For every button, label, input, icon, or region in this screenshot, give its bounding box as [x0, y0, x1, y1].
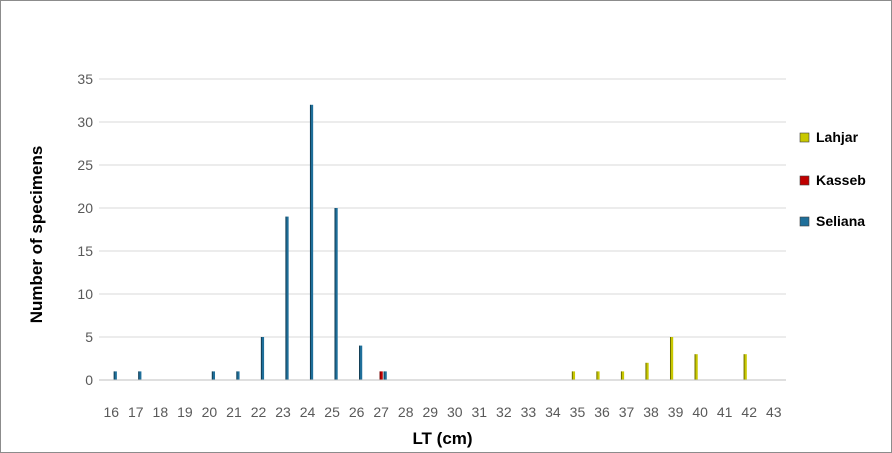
y-tick-label: 20 — [77, 200, 93, 216]
x-tick-label: 20 — [202, 404, 218, 420]
x-tick-label: 36 — [594, 404, 610, 420]
y-axis-ticks: 0 5 10 15 20 25 30 35 — [77, 71, 93, 388]
x-tick-label: 17 — [128, 404, 144, 420]
bar-lahjar — [645, 362, 649, 380]
legend: Lahjar Kasseb Seliana — [799, 129, 866, 229]
x-tick-label: 18 — [153, 404, 169, 420]
x-tick-label: 27 — [373, 404, 389, 420]
x-tick-label: 21 — [226, 404, 242, 420]
bar-seliana — [359, 345, 363, 380]
x-tick-label: 19 — [177, 404, 193, 420]
bar-seliana — [285, 216, 289, 380]
bar-seliana — [383, 371, 387, 380]
bar-kasseb — [379, 371, 383, 380]
x-tick-label: 35 — [570, 404, 586, 420]
x-tick-label: 39 — [668, 404, 684, 420]
x-tick-label: 28 — [398, 404, 414, 420]
legend-item-lahjar: Lahjar — [799, 129, 859, 145]
gridlines — [99, 78, 786, 338]
bar-lahjar — [596, 371, 600, 380]
legend-item-kasseb: Kasseb — [799, 172, 866, 188]
x-tick-label: 25 — [324, 404, 340, 420]
bar-seliana — [211, 371, 216, 380]
x-tick-label: 38 — [643, 404, 659, 420]
bar-lahjar — [620, 371, 625, 380]
legend-swatch — [799, 175, 810, 186]
bar-lahjar — [571, 371, 576, 380]
bar-seliana — [334, 208, 338, 380]
bar-seliana — [260, 337, 265, 380]
bar-lahjar — [694, 354, 698, 380]
x-tick-label: 43 — [766, 404, 782, 420]
x-tick-label: 40 — [692, 404, 708, 420]
y-tick-label: 10 — [77, 286, 93, 302]
x-tick-label: 30 — [447, 404, 463, 420]
bar-seliana — [309, 104, 314, 381]
legend-label: Seliana — [816, 213, 865, 229]
x-tick-label: 29 — [422, 404, 438, 420]
x-tick-label: 24 — [300, 404, 316, 420]
x-tick-label: 37 — [619, 404, 635, 420]
x-tick-label: 32 — [496, 404, 512, 420]
x-tick-label: 26 — [349, 404, 365, 420]
bar-seliana — [113, 371, 117, 380]
legend-swatch — [799, 132, 810, 143]
legend-swatch — [799, 216, 810, 227]
x-tick-label: 33 — [521, 404, 537, 420]
x-tick-label: 31 — [472, 404, 488, 420]
bars — [113, 104, 747, 381]
legend-item-seliana: Seliana — [799, 213, 865, 229]
y-tick-label: 25 — [77, 157, 93, 173]
x-tick-label: 42 — [741, 404, 757, 420]
y-tick-label: 30 — [77, 114, 93, 130]
x-axis-title: LT (cm) — [412, 429, 472, 448]
x-tick-label: 16 — [103, 404, 119, 420]
bar-seliana — [236, 371, 240, 380]
x-tick-label: 22 — [251, 404, 267, 420]
legend-label: Lahjar — [816, 129, 859, 145]
bar-seliana — [138, 371, 142, 380]
y-tick-label: 35 — [77, 71, 93, 87]
legend-label: Kasseb — [816, 172, 866, 188]
bar-lahjar — [669, 337, 674, 380]
x-axis-ticks: 16 17 18 19 20 21 22 23 24 25 26 27 28 29 30 31 32 33 34 35… — [103, 404, 781, 420]
x-tick-label: 41 — [717, 404, 733, 420]
y-tick-label: 0 — [85, 372, 93, 388]
bar-lahjar — [743, 354, 747, 380]
y-axis-title: Number of specimens — [27, 146, 46, 324]
y-tick-label: 5 — [85, 329, 93, 345]
y-tick-label: 15 — [77, 243, 93, 259]
x-tick-label: 23 — [275, 404, 291, 420]
x-tick-label: 34 — [545, 404, 561, 420]
